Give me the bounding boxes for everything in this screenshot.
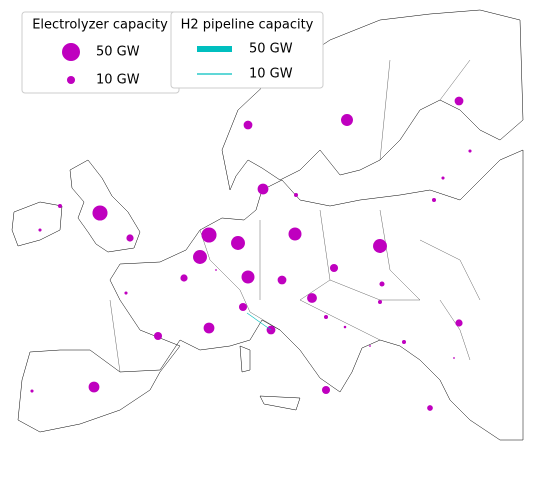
legend-marker <box>62 43 80 61</box>
borders <box>109 59 481 373</box>
electrolyzer-site <box>193 250 207 264</box>
electrolyzer-legend: Electrolyzer capacity 50 GW 10 GW <box>21 11 180 94</box>
pipeline-legend: H2 pipeline capacity 50 GW 10 GW <box>170 11 324 89</box>
legend-box <box>170 11 324 89</box>
electrolyzer-site <box>180 274 188 282</box>
electrolyzer-site <box>92 205 108 221</box>
electrolyzer-site <box>57 203 63 209</box>
electrolyzer-site <box>38 228 42 232</box>
legend-label: 50 GW <box>96 45 140 60</box>
electrolyzer-site <box>379 281 385 287</box>
electrolyzer-site <box>277 275 287 285</box>
electrolyzer-site <box>241 270 255 284</box>
legend-label: 10 GW <box>249 67 293 82</box>
electrolyzer-site <box>153 331 163 341</box>
electrolyzer-sites <box>30 96 472 411</box>
legend-label: 10 GW <box>96 73 140 88</box>
electrolyzer-site <box>329 263 339 273</box>
electrolyzer-site <box>455 319 463 327</box>
electrolyzer-site <box>215 269 217 271</box>
electrolyzer-site <box>454 96 464 106</box>
electrolyzer-site <box>369 345 371 347</box>
electrolyzer-site <box>321 385 331 395</box>
electrolyzer-site <box>243 120 253 130</box>
electrolyzer-site <box>343 325 347 329</box>
electrolyzer-site <box>441 176 445 180</box>
electrolyzer-site <box>427 405 433 411</box>
electrolyzer-site <box>431 197 437 203</box>
electrolyzer-site <box>201 227 217 243</box>
electrolyzer-site <box>231 236 245 250</box>
legend-label: 50 GW <box>249 42 293 57</box>
electrolyzer-site <box>257 183 269 195</box>
electrolyzer-site <box>126 234 134 242</box>
electrolyzer-site <box>203 322 215 334</box>
electrolyzer-site <box>373 239 387 253</box>
electrolyzer-site <box>238 302 248 312</box>
electrolyzer-site <box>341 114 353 126</box>
electrolyzer-site <box>288 227 302 241</box>
electrolyzer-site <box>323 314 329 320</box>
electrolyzer-site <box>377 299 383 305</box>
electrolyzer-site <box>453 357 455 359</box>
electrolyzer-site <box>293 192 299 198</box>
electrolyzer-site <box>30 389 34 393</box>
legend-title: Electrolyzer capacity <box>32 18 168 33</box>
electrolyzer-site <box>401 339 407 345</box>
legend-marker <box>66 75 76 85</box>
electrolyzer-site <box>468 149 472 153</box>
electrolyzer-site <box>88 381 100 393</box>
electrolyzer-site <box>307 293 317 303</box>
legend-title: H2 pipeline capacity <box>181 18 314 33</box>
pipeline <box>246 312 272 331</box>
electrolyzer-site <box>124 291 128 295</box>
